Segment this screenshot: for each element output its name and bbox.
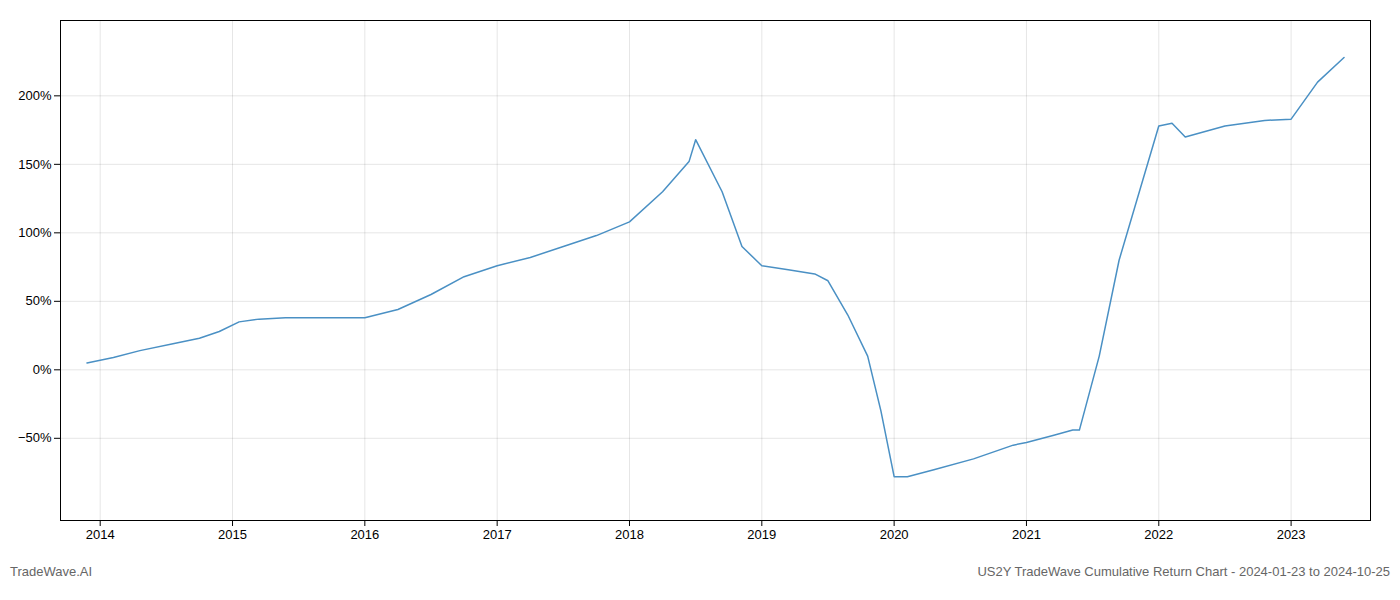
svg-text:2019: 2019 <box>747 527 776 542</box>
svg-text:2016: 2016 <box>350 527 379 542</box>
svg-text:200%: 200% <box>18 88 52 103</box>
svg-text:−50%: −50% <box>18 430 52 445</box>
svg-text:150%: 150% <box>18 156 52 171</box>
svg-text:100%: 100% <box>18 225 52 240</box>
svg-text:2017: 2017 <box>483 527 512 542</box>
svg-text:2014: 2014 <box>86 527 115 542</box>
svg-text:2015: 2015 <box>218 527 247 542</box>
svg-text:2022: 2022 <box>1144 527 1173 542</box>
svg-text:2020: 2020 <box>880 527 909 542</box>
svg-text:2021: 2021 <box>1012 527 1041 542</box>
svg-text:2018: 2018 <box>615 527 644 542</box>
svg-text:2023: 2023 <box>1277 527 1306 542</box>
svg-text:0%: 0% <box>33 362 52 377</box>
html-text:US2Y TradeWave Cumulative Retu: US2Y TradeWave Cumulative Return Chart -… <box>977 564 1390 579</box>
html-text:TradeWave.AI: TradeWave.AI <box>10 564 93 579</box>
svg-text:50%: 50% <box>25 293 51 308</box>
